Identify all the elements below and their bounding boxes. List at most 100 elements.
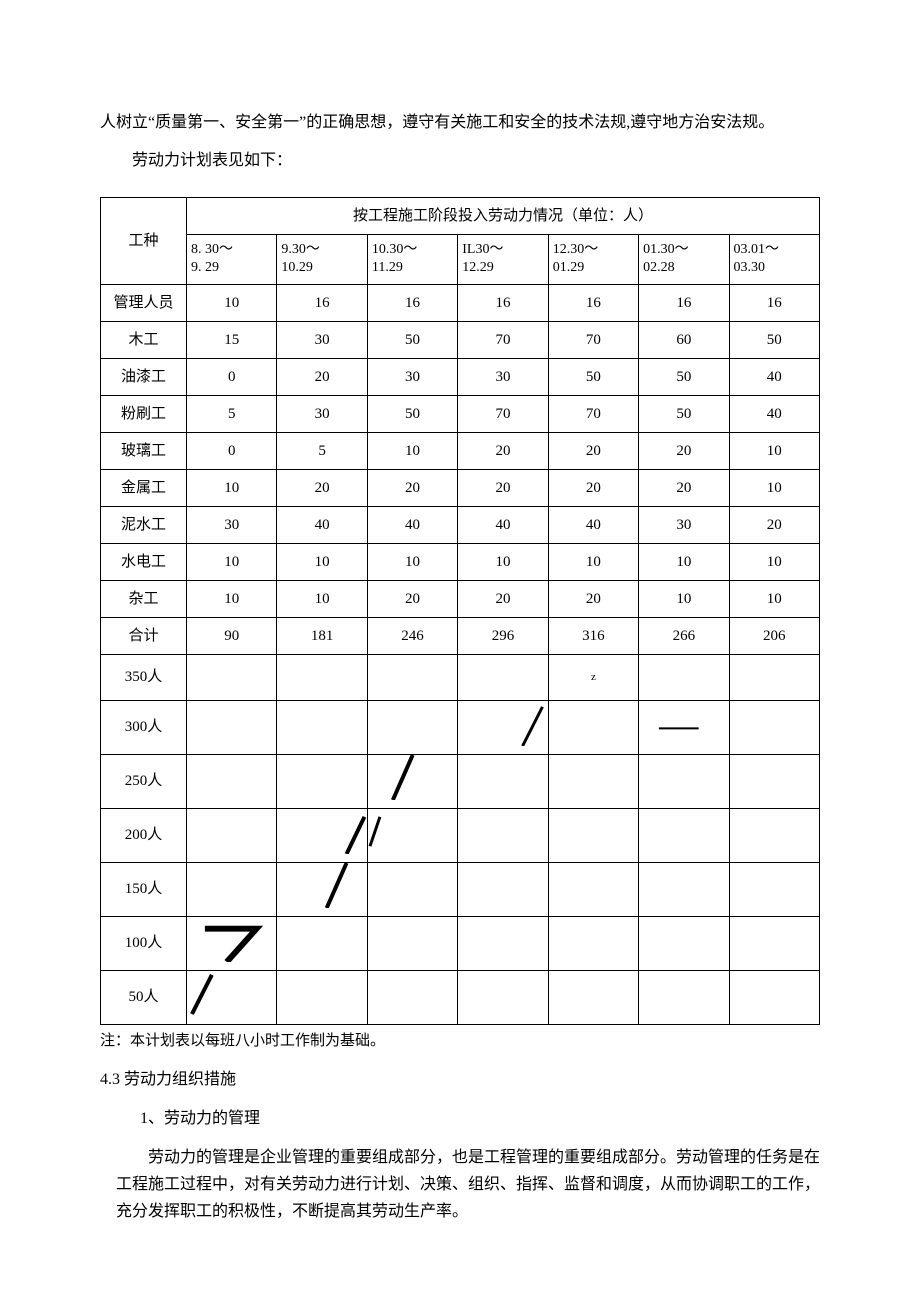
chart-line-icon [368,755,457,800]
header-span: 按工程施工阶段投入劳动力情况（单位：人） [187,198,820,235]
cell: 16 [729,284,819,321]
table-header-row-1: 工种 按工程施工阶段投入劳动力情况（单位：人） [101,198,820,235]
chart-line-icon [458,701,547,746]
row-label: 木工 [101,321,187,358]
cell: 30 [277,321,367,358]
cell: 40 [458,506,548,543]
cell: 20 [367,469,457,506]
chart-seven-icon [187,917,276,962]
cell: 0 [187,432,277,469]
cell: 10 [729,580,819,617]
chart-y-label: 250人 [101,754,187,808]
cell: 30 [187,506,277,543]
cell: 70 [548,395,638,432]
cell: 10 [277,580,367,617]
period-6: 03.01～03.30 [729,235,819,284]
chart-line-icon [187,971,276,1016]
chart-row-50: 50人 [101,970,820,1024]
row-label: 合计 [101,617,187,654]
chart-row-350: 350人 z [101,654,820,700]
table-row: 油漆工 0 20 30 30 50 50 40 [101,358,820,395]
cell: 206 [729,617,819,654]
cell: 30 [277,395,367,432]
cell: 40 [548,506,638,543]
cell: 20 [458,432,548,469]
cell: 70 [548,321,638,358]
table-row: 管理人员 10 16 16 16 16 16 16 [101,284,820,321]
cell: 20 [277,469,367,506]
cell: 15 [187,321,277,358]
chart-y-label: 300人 [101,700,187,754]
period-4: 12.30～01.29 [548,235,638,284]
section-4-3-sub: 1、劳动力的管理 [100,1106,820,1132]
table-row: 粉刷工 5 30 50 70 70 50 40 [101,395,820,432]
row-label: 油漆工 [101,358,187,395]
chart-line-icon [639,701,728,746]
cell: 90 [187,617,277,654]
table-row: 木工 15 30 50 70 70 60 50 [101,321,820,358]
cell: 10 [639,543,729,580]
table-header-row-2: 8. 30～9. 29 9.30～10.29 10.30～11.29 IL30～… [101,235,820,284]
cell: 296 [458,617,548,654]
cell: 20 [639,469,729,506]
table-note: 注：本计划表以每班八小时工作制为基础。 [100,1029,820,1053]
cell: 316 [548,617,638,654]
table-row: 玻璃工 0 5 10 20 20 20 10 [101,432,820,469]
row-label: 水电工 [101,543,187,580]
cell: 30 [458,358,548,395]
section-4-3-body: 劳动力的管理是企业管理的重要组成部分，也是工程管理的重要组成部分。劳动管理的任务… [116,1144,820,1226]
cell: 266 [639,617,729,654]
cell: 10 [187,284,277,321]
table-row: 金属工 10 20 20 20 20 20 10 [101,469,820,506]
cell: 10 [187,469,277,506]
labor-plan-table: 工种 按工程施工阶段投入劳动力情况（单位：人） 8. 30～9. 29 9.30… [100,197,820,1024]
cell: 20 [548,469,638,506]
cell: 50 [639,358,729,395]
chart-y-label: 200人 [101,808,187,862]
period-0: 8. 30～9. 29 [187,235,277,284]
table-row: 水电工 10 10 10 10 10 10 10 [101,543,820,580]
header-worktype: 工种 [101,198,187,284]
cell: 16 [367,284,457,321]
cell: 181 [277,617,367,654]
cell: 60 [639,321,729,358]
cell: 5 [187,395,277,432]
cell: 10 [187,580,277,617]
cell: 0 [187,358,277,395]
period-5: 01.30～02.28 [639,235,729,284]
cell: 10 [367,432,457,469]
row-label: 管理人员 [101,284,187,321]
cell: 50 [639,395,729,432]
cell: 50 [548,358,638,395]
cell: 70 [458,321,548,358]
chart-row-250: 250人 [101,754,820,808]
intro-paragraph-2: 劳动力计划表见如下： [100,148,820,174]
cell: 10 [729,543,819,580]
cell: 16 [639,284,729,321]
cell: 10 [277,543,367,580]
cell: 50 [367,321,457,358]
intro-paragraph-1: 人树立“质量第一、安全第一”的正确思想，遵守有关施工和安全的技术法规,遵守地方治… [100,110,820,136]
period-2: 10.30～11.29 [367,235,457,284]
cell: 16 [458,284,548,321]
section-4-3-title: 4.3 劳动力组织措施 [100,1067,820,1093]
cell: 20 [277,358,367,395]
chart-z-mark: z [548,654,638,700]
chart-y-label: 100人 [101,916,187,970]
table-row: 杂工 10 10 20 20 20 10 10 [101,580,820,617]
chart-row-200: 200人 [101,808,820,862]
row-label: 粉刷工 [101,395,187,432]
cell: 10 [187,543,277,580]
table-row-total: 合计 90 181 246 296 316 266 206 [101,617,820,654]
cell: 10 [639,580,729,617]
cell: 16 [277,284,367,321]
cell: 20 [367,580,457,617]
cell: 16 [548,284,638,321]
cell: 40 [277,506,367,543]
cell: 50 [367,395,457,432]
cell: 10 [729,469,819,506]
chart-row-300: 300人 [101,700,820,754]
cell: 246 [367,617,457,654]
chart-y-label: 150人 [101,862,187,916]
cell: 20 [729,506,819,543]
